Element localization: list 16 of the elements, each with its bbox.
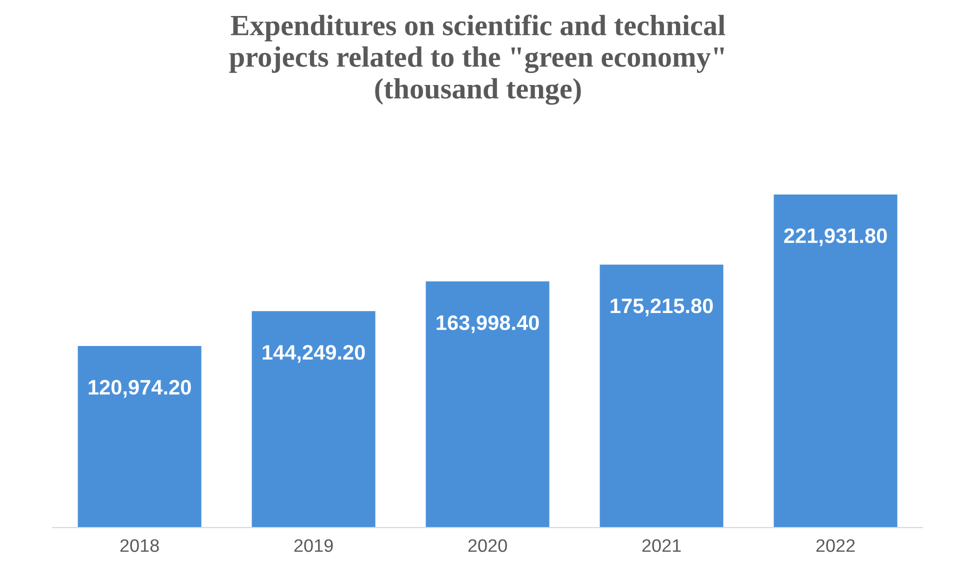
- data-label: 175,215.80: [610, 298, 713, 316]
- bar: [426, 281, 550, 528]
- x-tick-label: 2022: [816, 539, 855, 552]
- data-label: 144,249.20: [262, 344, 365, 363]
- x-tick-label: 2021: [642, 539, 681, 552]
- bar: [252, 311, 376, 528]
- bar: [774, 194, 898, 528]
- x-tick-label: 2018: [120, 539, 159, 552]
- bar: [78, 346, 202, 528]
- data-label: 221,931.80: [784, 228, 887, 246]
- chart-title: Expenditures on scientific and technical projects related to the "green economy" (thousand tenge): [229, 14, 726, 105]
- data-label: 163,998.40: [436, 315, 539, 334]
- x-tick-label: 2020: [468, 539, 507, 552]
- bar: [600, 264, 724, 528]
- data-label: 120,974.20: [88, 380, 191, 398]
- x-tick-label: 2019: [294, 539, 333, 552]
